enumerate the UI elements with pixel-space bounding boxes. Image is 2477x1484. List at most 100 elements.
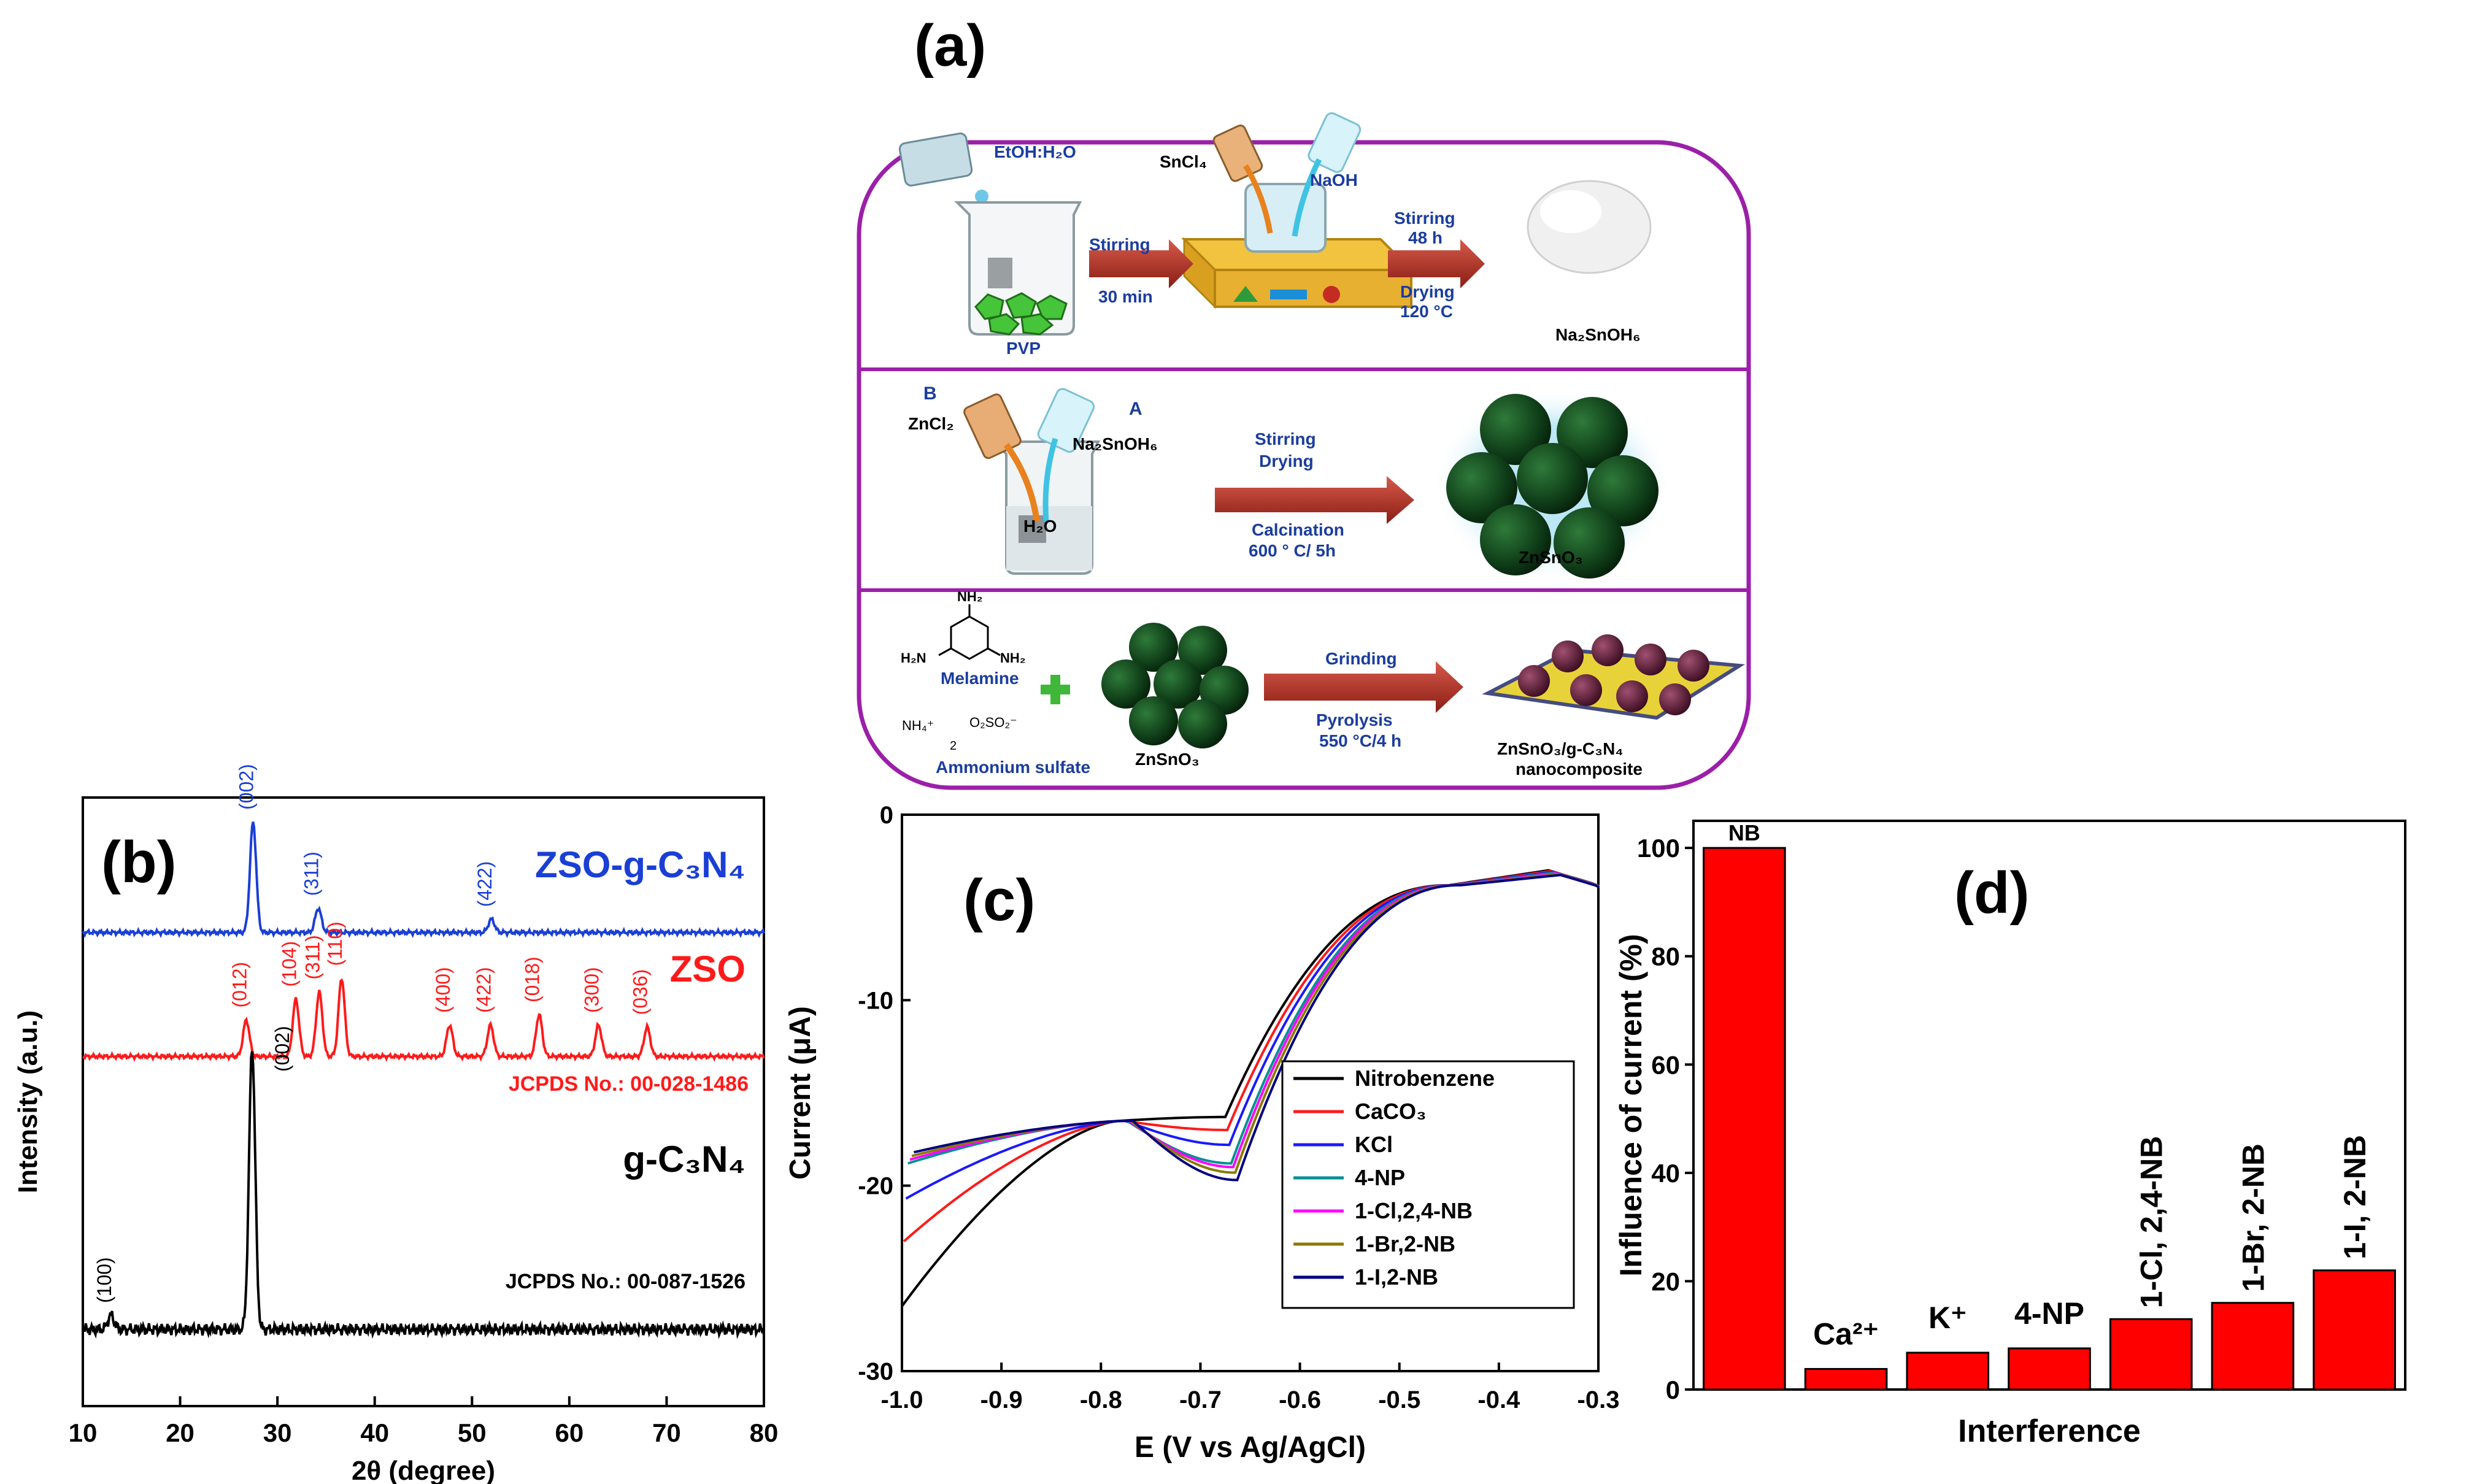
peak-label: (422) xyxy=(474,861,496,907)
label-nh4: NH₄⁺ xyxy=(902,718,934,733)
bar-label: 1-Cl, 2,4-NB xyxy=(2135,1136,2169,1309)
y-tick-label: 60 xyxy=(1651,1050,1680,1079)
xrd-series-line xyxy=(82,821,765,939)
label-sub2: 2 xyxy=(950,739,957,753)
peak-label: (002) xyxy=(271,1026,293,1072)
label-naoh: NaOH xyxy=(1310,171,1358,190)
arrow-step1a xyxy=(1089,239,1193,288)
label-na2snoh6-2: Na₂SnOH₆ xyxy=(1073,434,1158,453)
label-solvent: EtOH:H₂O xyxy=(994,142,1076,161)
y-tick-label: 0 xyxy=(1666,1375,1680,1404)
bar xyxy=(2211,1302,2295,1391)
label-zncl2: ZnCl₂ xyxy=(908,414,954,433)
x-axis-label: Interference xyxy=(1958,1413,2141,1449)
x-tick-label: 80 xyxy=(750,1418,779,1447)
label-znsno3: ZnSnO₃ xyxy=(1519,548,1583,567)
zncl2-beaker-icon xyxy=(963,388,1101,575)
x-tick-label: -0.9 xyxy=(980,1386,1023,1413)
xrd-chart: 10 20 30 40 50 60 70 80 2θ (degree) Intensity (a.… xyxy=(13,764,779,1484)
arrow-step1b xyxy=(1388,239,1485,288)
label-melamine: Melamine xyxy=(941,669,1019,688)
peak-label: (100) xyxy=(93,1257,115,1303)
powder-icon xyxy=(1527,180,1652,274)
label-drying-2: Drying xyxy=(1259,452,1314,471)
x-tick-label: 50 xyxy=(458,1418,487,1447)
bar xyxy=(1703,847,1786,1391)
bar xyxy=(2313,1269,2396,1391)
reference-label: JCPDS No.: 00-087-1526 xyxy=(506,1270,745,1293)
y-tick-label: 80 xyxy=(1651,942,1680,971)
x-tick-label: -0.3 xyxy=(1577,1386,1620,1413)
peak-label: (422) xyxy=(472,967,495,1013)
zinc-stannate-precursor-icon xyxy=(1101,623,1249,748)
zinc-stannate-spheres-icon xyxy=(1433,386,1672,583)
label-pvp: PVP xyxy=(1006,339,1041,358)
x-tick-label: 20 xyxy=(166,1418,195,1447)
bar-label: Ca²⁺ xyxy=(1813,1317,1879,1351)
series-label: g-C₃N₄ xyxy=(623,1139,745,1180)
bar xyxy=(2008,1347,2091,1391)
legend-label: Nitrobenzene xyxy=(1355,1066,1495,1091)
label-nh2-right: NH₂ xyxy=(1000,650,1026,666)
y-tick-label: 40 xyxy=(1651,1159,1680,1188)
label-drying-1: Drying xyxy=(1400,282,1455,301)
label-pyrolysis: Pyrolysis xyxy=(1316,710,1393,729)
bar-label: 1-I, 2-NB xyxy=(2338,1135,2372,1259)
x-tick-label: 40 xyxy=(360,1418,389,1447)
label-nanocomposite-2: nanocomposite xyxy=(1516,759,1643,779)
y-axis-label: Influence of current (%) xyxy=(1614,934,1648,1276)
x-tick-label: -0.4 xyxy=(1477,1386,1520,1413)
y-tick-label: -20 xyxy=(858,1173,893,1200)
series-label: ZSO-g-C₃N₄ xyxy=(535,844,745,885)
peak-label: (311) xyxy=(301,935,323,979)
x-tick-label: 60 xyxy=(555,1418,584,1447)
pvp-beaker-icon xyxy=(898,133,1082,336)
panel-c-label: (c) xyxy=(963,867,1035,933)
series-label: ZSO xyxy=(670,948,745,990)
melamine-structure-icon xyxy=(938,604,1001,660)
legend-box xyxy=(1281,1060,1575,1309)
legend-label: 1-Cl,2,4-NB xyxy=(1355,1198,1473,1223)
x-tick-label: -0.7 xyxy=(1179,1386,1222,1413)
bar-label: 4-NP xyxy=(2014,1296,2084,1331)
x-tick-label: -0.6 xyxy=(1279,1386,1321,1413)
label-grinding: Grinding xyxy=(1325,649,1397,668)
panel-a-label: (a) xyxy=(914,13,987,79)
stirrer-plate-icon xyxy=(1181,112,1414,309)
legend-label: 1-Br,2-NB xyxy=(1355,1231,1455,1256)
peak-label: (018) xyxy=(522,956,544,1002)
label-stirring-3: Stirring xyxy=(1255,429,1316,448)
y-tick-label: 20 xyxy=(1651,1267,1680,1296)
bar-label: NB xyxy=(1728,820,1760,845)
cv-series-line xyxy=(914,874,1600,1182)
legend-label: KCl xyxy=(1355,1132,1393,1157)
legend-label: 1-I,2-NB xyxy=(1355,1264,1438,1290)
x-tick-label: 70 xyxy=(652,1418,681,1447)
y-axis-label: Current (μA) xyxy=(784,1006,817,1180)
label-h2n: H₂N xyxy=(901,650,926,666)
peak-label: (104) xyxy=(278,941,300,987)
plot-frame xyxy=(82,796,765,1407)
label-na2snoh6: Na₂SnOH₆ xyxy=(1555,325,1641,344)
xrd-series-line xyxy=(82,1051,765,1339)
x-axis-label: E (V vs Ag/AgCl) xyxy=(1134,1431,1366,1464)
bar xyxy=(2109,1318,2193,1391)
plot-frame xyxy=(901,813,1600,1372)
bar-label: 1-Br, 2-NB xyxy=(2236,1144,2270,1292)
cv-chart: -1.0 -0.9 -0.8 -0.7 -0.6 -0.5 -0.4 -0.3 0 -10 -20 -… xyxy=(784,802,1620,1464)
label-nh2-top: NH₂ xyxy=(957,589,983,604)
panel-a-scheme xyxy=(857,112,1751,790)
arrow-step2 xyxy=(1215,476,1414,524)
label-sncl4: SnCl₄ xyxy=(1160,152,1208,171)
reference-label: JCPDS No.: 00-028-1486 xyxy=(509,1072,749,1096)
bar xyxy=(1804,1367,1888,1391)
legend-label: CaCO₃ xyxy=(1355,1099,1427,1124)
peak-label: (002) xyxy=(236,764,258,810)
nanocomposite-sheet-icon xyxy=(1482,634,1746,720)
label-30min: 30 min xyxy=(1098,287,1153,306)
label-120c: 120 °C xyxy=(1400,302,1453,321)
label-nanocomposite-1: ZnSnO₃/g-C₃N₄ xyxy=(1497,739,1624,758)
label-so4: O₂SO₂⁻ xyxy=(969,715,1017,730)
label-a: A xyxy=(1129,399,1142,419)
x-tick-label: -1.0 xyxy=(881,1386,923,1413)
